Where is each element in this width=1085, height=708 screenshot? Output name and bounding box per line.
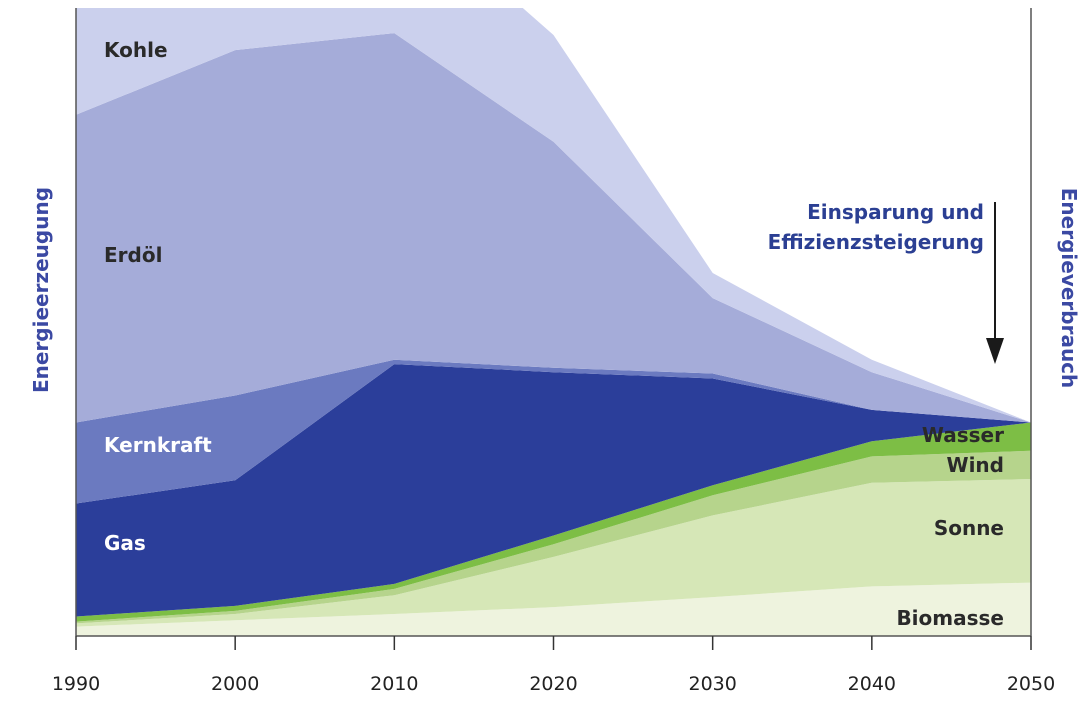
area-biomasse (76, 582, 1031, 636)
area-wasser (76, 422, 1031, 622)
x-tick-label: 1990 (52, 673, 100, 695)
x-tick-label: 2040 (848, 673, 896, 695)
area-layers (76, 8, 1031, 636)
area-kernkraft (76, 359, 1031, 504)
annotation-line-2: Effizienzsteigerung (768, 230, 984, 254)
annotation-line-1: Einsparung und (807, 200, 984, 224)
x-tick-label: 2020 (529, 673, 577, 695)
x-axis: 1990 2000 2010 2020 2030 2040 2050 (52, 636, 1055, 695)
x-tick-label: 2050 (1007, 673, 1055, 695)
down-arrow-icon (986, 338, 1004, 364)
area-gas (76, 364, 1031, 617)
series-label-biomasse: Biomasse (896, 606, 1004, 630)
series-label-wind: Wind (947, 453, 1004, 477)
right-axis-label: Energieverbrauch (1057, 188, 1081, 389)
series-label-sonne: Sonne (934, 516, 1004, 540)
x-tick-label: 2010 (370, 673, 418, 695)
series-label-kernkraft: Kernkraft (104, 433, 212, 457)
area-erdl (76, 33, 1031, 423)
series-label-gas: Gas (104, 531, 146, 555)
x-tick-label: 2030 (688, 673, 736, 695)
area-kohle (76, 8, 1031, 423)
area-wind (76, 450, 1031, 624)
series-label-wasser: Wasser (922, 423, 1004, 447)
series-label-erdl: Erdöl (104, 243, 162, 267)
left-axis-label: Energieerzeugung (29, 187, 53, 393)
savings-annotation: Einsparung und Effizienzsteigerung (768, 200, 1004, 364)
area-sonne (76, 479, 1031, 627)
x-tick-label: 2000 (211, 673, 259, 695)
series-labels: Biomasse Sonne Wind Wasser Gas Kernkraft Erdöl… (104, 38, 1004, 630)
series-label-kohle: Kohle (104, 38, 168, 62)
